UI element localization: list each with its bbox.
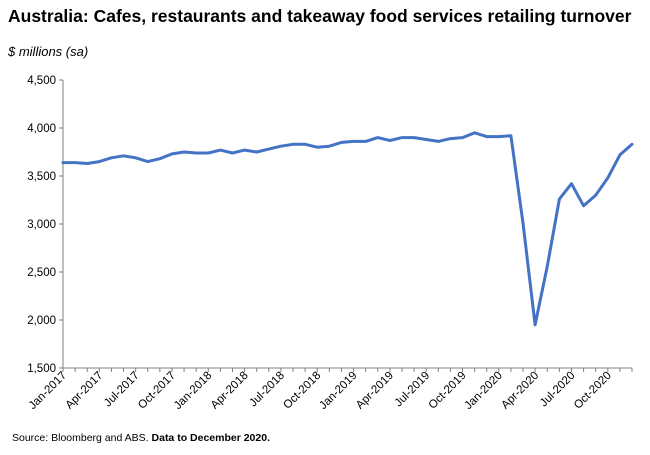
y-tick-label: 3,500 [27, 171, 56, 183]
source-emphasis: Data to December 2020. [151, 432, 270, 444]
source-note: Source: Bloomberg and ABS. Data to Decem… [12, 432, 270, 444]
y-tick-label: 2,000 [27, 315, 56, 327]
y-tick-label: 4,500 [27, 75, 56, 87]
chart-title: Australia: Cafes, restaurants and takeaw… [8, 6, 632, 26]
x-tick-label: Apr-2017 [64, 370, 106, 412]
x-tick-label: Jan-2018 [172, 370, 214, 412]
x-tick-label: Oct-2017 [136, 370, 178, 412]
axes [62, 80, 632, 369]
x-tick-label: Jan-2019 [317, 370, 359, 412]
y-tick-label: 2,500 [27, 267, 56, 279]
x-tick-label: Apr-2018 [209, 370, 251, 412]
y-axis-label: $ millions (sa) [8, 44, 89, 59]
x-tick-label: Jan-2017 [27, 370, 69, 412]
x-ticks: Jan-2017Apr-2017Jul-2017Oct-2017Jan-2018… [27, 368, 633, 412]
series-line-turnover [61, 131, 634, 327]
series-group [61, 131, 634, 327]
y-tick-label: 4,000 [27, 123, 56, 135]
x-tick-label: Oct-2020 [572, 370, 614, 412]
y-tick-label: 1,500 [27, 363, 56, 375]
x-tick-label: Oct-2019 [427, 370, 469, 412]
x-tick-label: Oct-2018 [281, 370, 323, 412]
y-ticks: 1,500 2,000 2,500 3,000 3,500 4,000 4,500 [27, 75, 63, 375]
source-text: Source: Bloomberg and ABS. [12, 432, 149, 444]
x-tick-label: Jan-2020 [463, 370, 505, 412]
y-tick-label: 3,000 [27, 219, 56, 231]
x-tick-label: Apr-2020 [499, 370, 541, 412]
x-tick-label: Apr-2019 [354, 370, 396, 412]
